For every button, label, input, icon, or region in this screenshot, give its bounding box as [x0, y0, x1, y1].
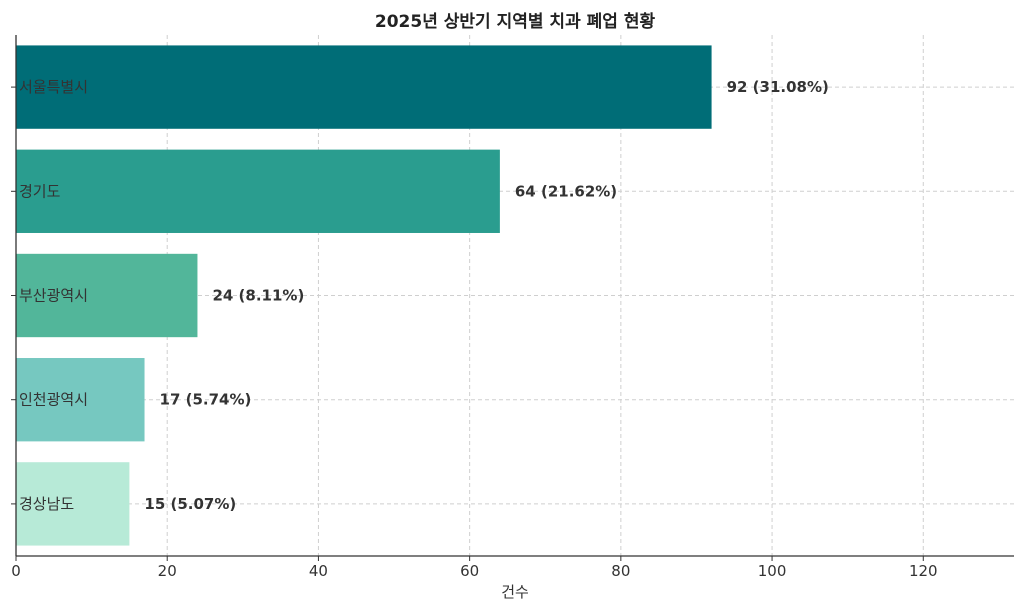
x-tick-label: 100 — [758, 562, 787, 580]
bars — [16, 45, 712, 546]
bar — [16, 149, 500, 233]
x-axis-ticks: 0 20 40 60 80 100 120 — [11, 556, 938, 580]
category-label: 인천광역시 — [19, 391, 88, 409]
data-label: 15 (5.07%) — [144, 495, 236, 513]
x-tick-label: 40 — [309, 562, 328, 580]
x-tick-label: 80 — [611, 562, 630, 580]
category-label: 서울특별시 — [19, 78, 88, 96]
bar — [16, 253, 198, 338]
x-tick-label: 20 — [158, 562, 177, 580]
x-tick-label: 0 — [11, 562, 21, 580]
bar — [16, 358, 145, 442]
x-axis-label: 건수 — [501, 583, 529, 601]
chart-title: 2025년 상반기 지역별 치과 폐업 현황 — [375, 12, 656, 32]
category-label: 부산광역시 — [19, 287, 88, 305]
data-label: 17 (5.74%) — [160, 391, 252, 409]
data-label: 24 (8.11%) — [212, 287, 304, 305]
x-tick-label: 120 — [909, 562, 938, 580]
bar — [16, 45, 712, 129]
category-label: 경상남도 — [19, 495, 74, 513]
bar — [16, 462, 130, 546]
data-label: 92 (31.08%) — [727, 78, 829, 96]
x-tick-label: 60 — [460, 562, 479, 580]
category-label: 경기도 — [19, 182, 61, 200]
data-labels: 92 (31.08%) 64 (21.62%) 24 (8.11%) 17 (5.74… — [144, 78, 828, 513]
data-label: 64 (21.62%) — [515, 182, 617, 200]
